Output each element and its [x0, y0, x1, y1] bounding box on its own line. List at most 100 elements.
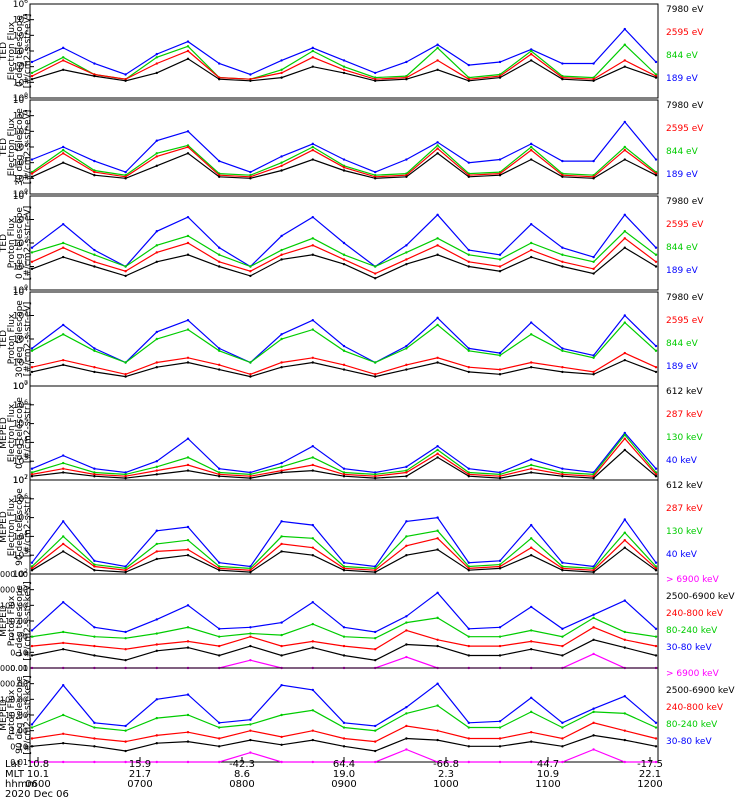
data-point — [93, 260, 96, 263]
data-point — [30, 475, 34, 478]
data-point — [186, 538, 190, 542]
y-axis-label-line: 0 deg telescope — [15, 397, 25, 469]
data-point — [405, 347, 408, 350]
data-point — [124, 73, 127, 76]
data-point — [654, 253, 658, 256]
data-point — [342, 726, 346, 729]
y-tick-label: 100.00 — [0, 601, 28, 610]
data-point — [124, 760, 127, 764]
data-point — [155, 716, 158, 720]
data-point — [218, 569, 221, 572]
y-tick-label: 101 — [13, 76, 28, 88]
data-point — [561, 567, 564, 570]
data-point — [124, 475, 127, 478]
data-point — [592, 260, 595, 263]
panel-frame — [29, 3, 659, 99]
data-point — [654, 344, 658, 348]
data-point — [124, 265, 127, 268]
data-point — [280, 542, 283, 546]
data-point — [342, 745, 346, 748]
data-point — [93, 347, 96, 350]
y-tick-label: 100 — [13, 92, 28, 104]
data-point — [405, 643, 408, 646]
data-point — [374, 375, 377, 378]
data-point — [218, 347, 221, 350]
data-point — [374, 637, 377, 640]
data-point — [311, 49, 314, 53]
data-point — [498, 351, 502, 355]
data-point — [218, 78, 221, 81]
data-point — [155, 460, 158, 463]
data-point — [436, 682, 439, 685]
data-point — [124, 570, 127, 574]
data-point — [623, 431, 626, 435]
data-point — [654, 349, 658, 352]
data-point — [124, 740, 127, 743]
data-point — [530, 361, 533, 364]
data-point — [155, 465, 158, 469]
panel-frame — [29, 573, 659, 669]
panel-frame — [29, 479, 659, 575]
data-point — [654, 569, 658, 572]
panel-8: 10000.00 1000.00 100.00 10.00 1.00 0.10 0.01 ME… — [0, 664, 735, 767]
data-point — [311, 158, 314, 161]
data-point — [561, 627, 564, 631]
data-point — [62, 454, 65, 457]
legend-entry: 130 keV — [666, 433, 703, 443]
data-point — [249, 473, 252, 476]
data-point — [592, 373, 595, 376]
data-point — [342, 569, 346, 572]
data-point — [218, 721, 221, 725]
data-point — [62, 471, 65, 474]
data-point — [124, 79, 127, 82]
x-tick-label-mlt: 21.7 — [129, 769, 151, 780]
data-point — [30, 260, 34, 263]
legend-entry: 844 eV — [666, 51, 699, 61]
data-point — [561, 726, 564, 729]
data-point — [342, 71, 346, 75]
data-point — [623, 538, 626, 542]
data-point — [124, 648, 127, 651]
data-point — [561, 565, 564, 568]
data-point — [155, 649, 158, 652]
data-point — [280, 71, 283, 75]
data-point — [186, 604, 190, 607]
data-point — [561, 260, 564, 263]
y-tick-label: 106 — [13, 0, 28, 10]
data-point — [342, 363, 346, 367]
legend-entry: > 6900 keV — [666, 575, 720, 585]
data-point — [342, 635, 346, 638]
data-point — [342, 158, 346, 161]
x-tick-label-mlt: 10.1 — [27, 769, 49, 780]
data-point — [405, 344, 408, 348]
y-axis-label-line: [#/cm2-s-str] — [23, 403, 33, 463]
data-point — [436, 253, 439, 256]
data-point — [530, 158, 533, 161]
data-point — [218, 635, 221, 638]
y-tick-label: 10.00 — [5, 711, 28, 720]
data-point — [218, 159, 221, 163]
legend-entry: 80-240 keV — [666, 626, 718, 636]
data-point — [30, 745, 34, 748]
data-point — [155, 473, 158, 476]
data-point — [561, 467, 564, 470]
data-point — [30, 654, 34, 657]
data-point — [186, 328, 190, 331]
y-axis-label-line: [#/cm2-s-str-keV] — [23, 581, 33, 660]
data-point — [218, 363, 221, 367]
data-point — [280, 258, 283, 261]
data-point — [467, 760, 470, 764]
y-tick-label: 103 — [13, 214, 28, 226]
data-point — [155, 155, 158, 158]
data-point — [186, 640, 190, 643]
legend-entry: 7980 eV — [666, 293, 704, 303]
data-point — [467, 569, 470, 572]
data-point — [654, 561, 658, 564]
legend-entry: 30-80 keV — [666, 643, 712, 653]
data-point — [498, 635, 502, 638]
data-point — [186, 234, 190, 238]
data-point — [155, 632, 158, 635]
y-tick-label: 103 — [13, 141, 28, 153]
